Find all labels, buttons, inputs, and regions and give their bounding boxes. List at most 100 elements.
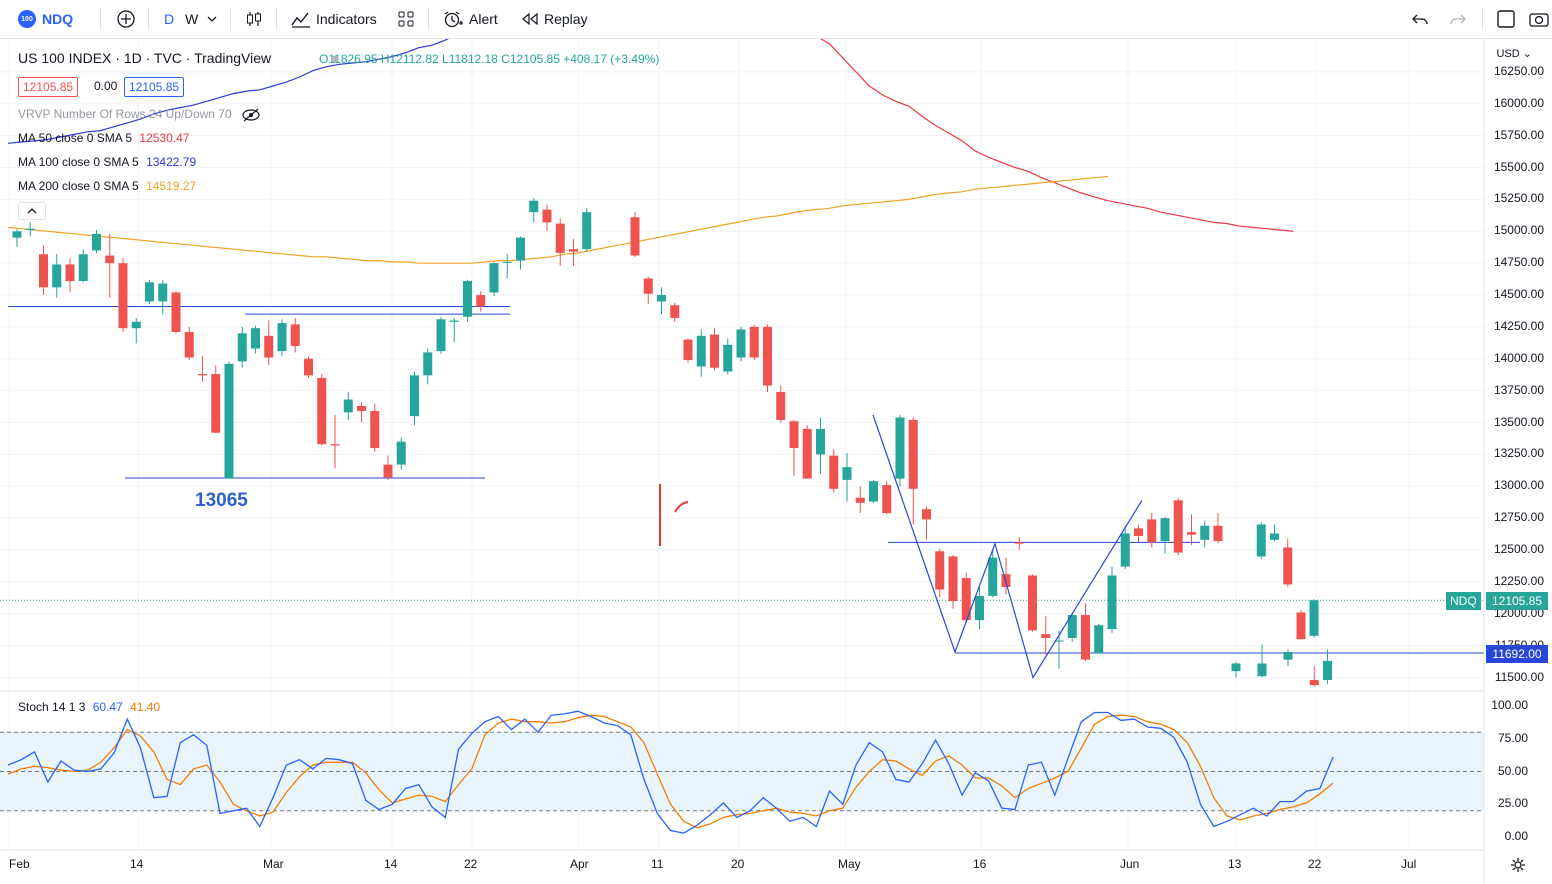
layouts-button[interactable] [396,0,416,38]
candle-body [171,292,181,333]
low-annotation-label: 13065 [195,490,248,511]
ma200-legend[interactable]: MA 200 close 0 SMA 5 14519.27 [18,179,197,193]
candle-body [829,455,839,489]
nasdaq-logo-icon: 100 [18,10,36,28]
candle [1054,630,1064,669]
candle-body [1283,547,1293,585]
candle [908,417,918,525]
symbol-search-button[interactable]: 100 NDQ [18,0,73,38]
price-tick-label: 13750.00 [1493,382,1544,397]
candle-body [145,282,154,302]
candle-body [1200,525,1210,540]
date-tick-label: 11 [651,857,664,871]
symbol-title[interactable]: US 100 INDEX · 1D · TVC · TradingView [18,50,272,66]
interval-d-button[interactable]: D [164,11,175,27]
price-chart[interactable] [0,39,1552,884]
compare-button[interactable] [116,0,136,38]
candle [78,249,88,283]
candle [1296,609,1306,640]
stoch-legend[interactable]: Stoch 14 1 3 60.47 41.40 [18,700,161,714]
candle [975,586,984,630]
candle-body [1160,518,1170,542]
candle [816,417,825,474]
candle [304,356,313,378]
candle [670,302,680,322]
candle-body [1323,660,1332,681]
candle-body [802,428,812,479]
candle-body [423,352,433,376]
candle-body [1107,575,1117,630]
candle [1147,513,1157,548]
candle [569,238,578,266]
candle-body [1256,524,1266,557]
candle-body [65,264,75,282]
ma50-legend[interactable]: MA 50 close 0 SMA 5 12530.47 [18,131,190,145]
candle-body [1213,525,1223,542]
candle-body [630,217,640,256]
zigzag-drawing [872,414,1143,679]
interval-dropdown-button[interactable] [206,0,218,38]
candle [489,261,499,297]
square-icon [1497,10,1515,28]
alert-button[interactable]: Alert [442,0,498,38]
candle-body [516,237,525,261]
candle [630,212,640,257]
candle [1231,662,1241,678]
candle [988,550,998,598]
candle [1323,649,1332,684]
undo-button[interactable] [1410,0,1430,38]
collapse-legend-button[interactable] [18,202,46,220]
price-tick-label: 14250.00 [1493,318,1544,333]
indicators-icon [291,12,310,28]
candle [39,245,48,296]
vrvp-legend[interactable]: VRVP Number Of Rows 24 Up/Down 70 [18,107,261,122]
indicators-button[interactable]: Indicators [290,0,377,38]
candle-body [1028,575,1037,631]
redo-button[interactable] [1448,0,1468,38]
toolbar-divider [148,8,149,30]
toolbar-divider [100,8,101,30]
currency-selector[interactable]: USD ⌄ [1496,48,1532,60]
candle-body [855,497,865,503]
candle-body [463,281,472,317]
eye-hidden-icon[interactable] [241,108,261,122]
candle-body [1309,600,1319,636]
date-tick-label: 14 [384,857,398,871]
candle-body [383,464,393,478]
candle [357,402,366,423]
candle-body [948,556,958,602]
screenshot-button[interactable] [1528,0,1550,38]
symbol-label: NDQ [42,11,74,27]
candle [736,326,746,362]
chart-legend: US 100 INDEX · 1D · TVC · TradingView O1… [18,50,659,66]
candle-body [184,332,194,358]
candle [410,371,419,426]
rewind-icon [522,12,538,26]
buy-button[interactable]: 12105.85 [124,77,185,97]
candle-body [736,329,746,358]
top-toolbar: 100 NDQ D W Indicators Alert Replay [0,0,1552,39]
ma100-legend[interactable]: MA 100 close 0 SMA 5 13422.79 [18,155,197,169]
candle-body [449,320,459,322]
candle-body [670,305,680,318]
candle [12,228,22,247]
candle [1134,524,1143,543]
sell-button[interactable]: 12105.85 [18,77,79,97]
chart-type-button[interactable] [244,0,264,38]
candle [1257,644,1267,678]
date-tick-label: Feb [9,857,30,871]
candle-body [935,551,945,590]
candle-body [842,467,852,480]
candle-body [370,411,380,449]
undo-icon [1412,14,1428,25]
price-tick-label: 14500.00 [1493,287,1544,302]
price-tick-label: 13500.00 [1493,414,1544,429]
chevron-up-icon [27,208,37,214]
interval-w-button[interactable]: W [185,11,199,27]
fullscreen-button[interactable] [1496,0,1518,38]
candle [1309,599,1319,638]
settings-gear-icon[interactable] [1510,857,1526,873]
replay-button[interactable]: Replay [520,0,588,38]
candle-body [264,335,274,358]
candle-body [237,333,247,362]
